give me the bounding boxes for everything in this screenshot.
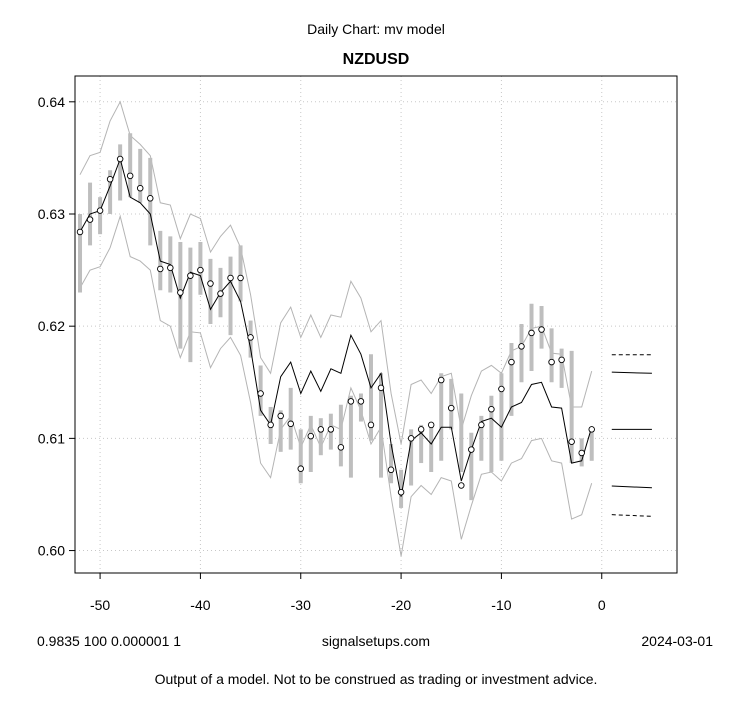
x-tick-label: -10 xyxy=(491,597,511,613)
chart-suptitle: Daily Chart: mv model xyxy=(307,21,445,37)
close-point xyxy=(478,421,485,429)
close-point xyxy=(136,184,144,192)
x-tick-label: -30 xyxy=(291,597,311,613)
bands xyxy=(79,100,593,557)
close-point xyxy=(257,390,264,397)
close-point xyxy=(367,421,375,429)
close-point xyxy=(578,449,585,457)
close-point xyxy=(458,482,465,489)
close-point xyxy=(96,207,104,214)
close-point xyxy=(588,426,595,433)
close-point xyxy=(116,155,124,163)
close-point xyxy=(357,398,365,405)
close-point xyxy=(437,376,445,384)
chart-title: NZDUSD xyxy=(343,51,410,68)
close-point xyxy=(207,280,214,287)
close-point xyxy=(86,216,94,223)
close-point xyxy=(528,329,535,337)
close-points xyxy=(76,155,595,496)
x-tick-label: -20 xyxy=(391,597,411,613)
y-tick-label: 0.62 xyxy=(38,318,65,334)
close-point xyxy=(377,384,385,392)
close-point xyxy=(448,404,455,412)
close-point xyxy=(247,334,254,341)
close-point xyxy=(126,172,134,180)
forecast-level-3 xyxy=(611,485,652,489)
forecast-levels xyxy=(611,354,652,517)
close-point xyxy=(347,398,355,405)
upper-band xyxy=(79,100,593,445)
footer-site: signalsetups.com xyxy=(322,633,430,649)
close-point xyxy=(157,265,164,273)
x-axis: -50 -40 -30 -20 -10 0 xyxy=(90,573,606,613)
footer-disclaimer: Output of a model. Not to be construed a… xyxy=(155,671,598,687)
close-point xyxy=(538,326,545,333)
close-point xyxy=(548,358,555,366)
close-point xyxy=(337,444,345,451)
y-tick-label: 0.60 xyxy=(38,543,65,559)
y-axis: 0.60 0.61 0.62 0.63 0.64 xyxy=(38,94,75,559)
x-tick-label: -50 xyxy=(90,597,110,613)
close-point xyxy=(387,466,395,474)
close-point xyxy=(327,426,335,433)
close-point xyxy=(558,356,565,364)
close-point xyxy=(197,266,204,274)
close-point xyxy=(417,426,425,433)
close-point xyxy=(568,438,575,445)
close-point xyxy=(146,195,154,202)
close-point xyxy=(237,274,244,282)
close-point xyxy=(317,426,325,433)
y-tick-label: 0.64 xyxy=(38,94,65,110)
close-point xyxy=(227,274,234,282)
close-point xyxy=(498,385,505,393)
close-point xyxy=(427,421,435,429)
close-point xyxy=(287,420,294,428)
forecast-level-1 xyxy=(611,371,652,374)
plot-frame xyxy=(74,75,678,574)
close-point xyxy=(407,435,415,442)
close-point xyxy=(267,421,274,429)
close-point xyxy=(397,488,405,496)
close-point xyxy=(297,465,305,472)
forecast-level-4 xyxy=(611,514,652,517)
lower-band xyxy=(79,214,593,557)
close-point xyxy=(518,343,525,350)
x-tick-label: -40 xyxy=(190,597,210,613)
y-tick-label: 0.63 xyxy=(38,206,65,222)
footer-date: 2024-03-01 xyxy=(641,633,713,649)
close-point xyxy=(307,432,315,440)
close-point xyxy=(167,264,174,272)
close-point xyxy=(277,412,284,420)
y-tick-label: 0.61 xyxy=(38,430,65,446)
x-tick-label: 0 xyxy=(598,597,606,613)
model-line-layer xyxy=(79,157,593,497)
footer-params: 0.9835 100 0.000001 1 xyxy=(37,633,181,649)
close-point xyxy=(106,175,114,183)
grid-lines xyxy=(75,76,677,573)
close-point xyxy=(187,272,194,279)
close-point xyxy=(177,289,184,296)
range-bars xyxy=(78,133,594,508)
close-point xyxy=(488,405,495,413)
model-line xyxy=(79,157,593,497)
close-point xyxy=(468,446,475,453)
close-point xyxy=(217,290,224,297)
close-point xyxy=(508,358,515,366)
close-point xyxy=(76,228,84,236)
